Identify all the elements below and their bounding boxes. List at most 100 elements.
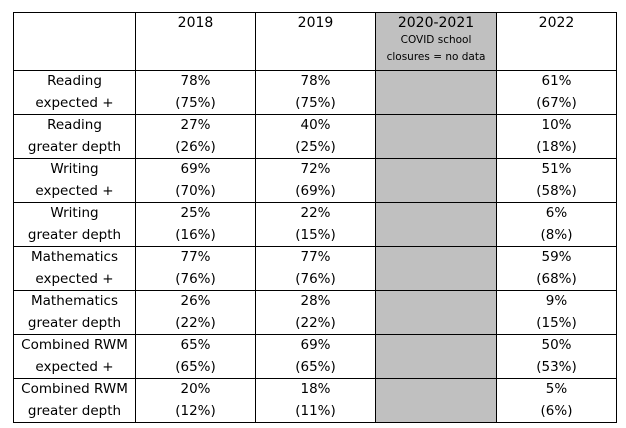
results-table: 2018 2019 2020-2021 COVID school closure…	[13, 12, 617, 423]
cell-2022: 59% (68%)	[496, 246, 617, 291]
header-year-label: 2020-2021	[397, 15, 475, 31]
table-row: Mathematics expected + 77% (76%) 77% (76%) 59%…	[13, 246, 617, 291]
row-label-line: Reading	[47, 117, 102, 133]
value-line: 10%	[541, 117, 572, 133]
value-line: 69%	[180, 161, 211, 177]
header-cell-blank	[13, 12, 136, 71]
row-label-cell: Reading expected +	[13, 70, 136, 115]
value-line: (53%)	[536, 358, 577, 375]
value-line: (68%)	[536, 270, 577, 287]
cell-2019: 18% (11%)	[255, 378, 376, 423]
table-row: Writing greater depth 25% (16%) 22% (15%) 6% (8…	[13, 202, 617, 247]
cell-2020-2021-no-data	[375, 202, 497, 247]
cell-2022: 51% (58%)	[496, 158, 617, 203]
cell-2020-2021-no-data	[375, 290, 497, 335]
value-line: (70%)	[175, 182, 216, 199]
header-cell-2022: 2022	[496, 12, 617, 71]
value-line: 50%	[541, 337, 572, 353]
row-label-line: greater depth	[27, 402, 122, 419]
header-cell-2019: 2019	[255, 12, 376, 71]
cell-2019: 28% (22%)	[255, 290, 376, 335]
value-line: (15%)	[536, 314, 577, 331]
header-row: 2018 2019 2020-2021 COVID school closure…	[13, 12, 617, 71]
cell-2018: 78% (75%)	[135, 70, 256, 115]
row-label-cell: Reading greater depth	[13, 114, 136, 159]
row-label-line: greater depth	[27, 314, 122, 331]
row-label-cell: Writing greater depth	[13, 202, 136, 247]
cell-2020-2021-no-data	[375, 158, 497, 203]
value-line: 25%	[180, 205, 211, 221]
cell-2022: 5% (6%)	[496, 378, 617, 423]
table-row: Reading greater depth 27% (26%) 40% (25%) 10% (…	[13, 114, 617, 159]
value-line: (22%)	[175, 314, 216, 331]
value-line: (65%)	[295, 358, 336, 375]
value-line: 72%	[300, 161, 331, 177]
row-label-line: Reading	[47, 73, 102, 89]
value-line: 18%	[300, 381, 331, 397]
value-line: (65%)	[175, 358, 216, 375]
cell-2020-2021-no-data	[375, 334, 497, 379]
value-line: 61%	[541, 73, 572, 89]
value-line: (22%)	[295, 314, 336, 331]
value-line: (58%)	[536, 182, 577, 199]
value-line: (18%)	[536, 138, 577, 155]
covid-note: COVID school closures = no data	[376, 32, 496, 66]
value-line: 26%	[180, 293, 211, 309]
row-label-line: greater depth	[27, 138, 122, 155]
table-row: Reading expected + 78% (75%) 78% (75%) 61% (67%…	[13, 70, 617, 115]
row-label-line: expected +	[35, 358, 114, 375]
cell-2020-2021-no-data	[375, 114, 497, 159]
cell-2018: 27% (26%)	[135, 114, 256, 159]
cell-2018: 65% (65%)	[135, 334, 256, 379]
row-label-cell: Writing expected +	[13, 158, 136, 203]
header-cell-2018: 2018	[135, 12, 256, 71]
cell-2022: 6% (8%)	[496, 202, 617, 247]
row-label-line: Writing	[50, 205, 99, 221]
cell-2018: 69% (70%)	[135, 158, 256, 203]
value-line: 9%	[545, 293, 568, 309]
cell-2019: 40% (25%)	[255, 114, 376, 159]
table-row: Mathematics greater depth 26% (22%) 28% (22%)…	[13, 290, 617, 335]
cell-2018: 77% (76%)	[135, 246, 256, 291]
value-line: 78%	[300, 73, 331, 89]
cell-2020-2021-no-data	[375, 246, 497, 291]
value-line: 78%	[180, 73, 211, 89]
row-label-line: Combined RWM	[21, 381, 128, 397]
value-line: 69%	[300, 337, 331, 353]
cell-2022: 50% (53%)	[496, 334, 617, 379]
value-line: (6%)	[540, 402, 573, 419]
value-line: (76%)	[175, 270, 216, 287]
value-line: (69%)	[295, 182, 336, 199]
covid-note-line-2: closures = no data	[386, 51, 486, 63]
value-line: (15%)	[295, 226, 336, 243]
value-line: 5%	[545, 381, 568, 397]
table-row: Writing expected + 69% (70%) 72% (69%) 51% (58%…	[13, 158, 617, 203]
value-line: 51%	[541, 161, 572, 177]
value-line: (12%)	[175, 402, 216, 419]
value-line: (11%)	[295, 402, 336, 419]
cell-2019: 22% (15%)	[255, 202, 376, 247]
table-row: Combined RWM expected + 65% (65%) 69% (65%) 50…	[13, 334, 617, 379]
table-row: Combined RWM greater depth 20% (12%) 18% (11%…	[13, 378, 617, 423]
cell-2020-2021-no-data	[375, 378, 497, 423]
row-label-line: expected +	[35, 270, 114, 287]
value-line: (8%)	[540, 226, 573, 243]
value-line: 28%	[300, 293, 331, 309]
cell-2019: 72% (69%)	[255, 158, 376, 203]
value-line: 59%	[541, 249, 572, 265]
value-line: 27%	[180, 117, 211, 133]
row-label-line: Mathematics	[31, 293, 118, 309]
value-line: (26%)	[175, 138, 216, 155]
cell-2019: 78% (75%)	[255, 70, 376, 115]
value-line: 65%	[180, 337, 211, 353]
cell-2019: 77% (76%)	[255, 246, 376, 291]
value-line: (67%)	[536, 94, 577, 111]
row-label-cell: Mathematics greater depth	[13, 290, 136, 335]
row-label-cell: Mathematics expected +	[13, 246, 136, 291]
value-line: 77%	[180, 249, 211, 265]
value-line: (16%)	[175, 226, 216, 243]
value-line: 77%	[300, 249, 331, 265]
value-line: 20%	[180, 381, 211, 397]
covid-note-line-1: COVID school	[400, 34, 472, 46]
cell-2022: 9% (15%)	[496, 290, 617, 335]
